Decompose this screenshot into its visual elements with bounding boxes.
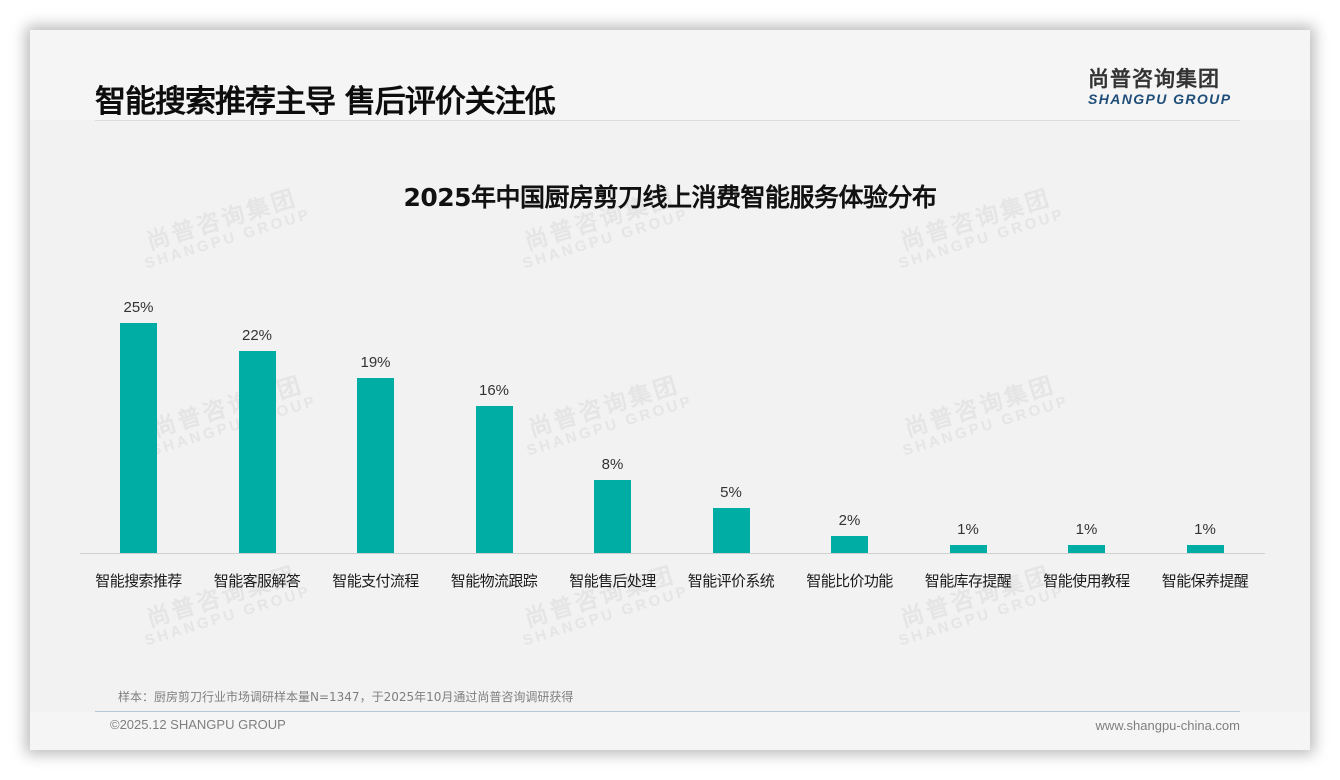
- bar-value-label: 19%: [360, 354, 391, 372]
- bar-value-label: 25%: [123, 298, 154, 316]
- bar-group: 1%: [949, 270, 987, 554]
- bar: [238, 350, 276, 554]
- logo-chinese-text: 尚普咨询集团: [1088, 67, 1220, 91]
- category-label: 智能评价系统: [687, 572, 775, 590]
- bar: [475, 406, 513, 554]
- category-label: 智能客服解答: [213, 572, 301, 590]
- bar: [712, 507, 750, 554]
- bar-group: 5%: [712, 270, 750, 554]
- bar: [357, 378, 394, 554]
- category-label: 智能库存提醒: [924, 572, 1012, 590]
- slide: 智能搜索推荐主导 售后评价关注低 尚普咨询集团 SHANGPU GROUP 尚普…: [30, 30, 1310, 750]
- company-logo: 尚普咨询集团 SHANGPU GROUP: [1088, 63, 1248, 107]
- bar-group: 8%: [594, 270, 631, 554]
- sample-note: 样本：厨房剪刀行业市场调研样本量N=1347，于2025年10月通过尚普咨询调研…: [118, 690, 574, 704]
- chart-title: 2025年中国厨房剪刀线上消费智能服务体验分布: [403, 183, 937, 212]
- bar-group: 22%: [238, 270, 276, 554]
- bar-group: 1%: [1068, 270, 1105, 554]
- bar: [949, 544, 987, 554]
- category-label: 智能使用教程: [1043, 572, 1130, 590]
- bar-chart-plot-area: 25% 22% 19% 16% 8% 5% 2% 1% 1% 1%: [80, 270, 1265, 554]
- category-label: 智能保养提醒: [1161, 572, 1249, 590]
- page-title: 智能搜索推荐主导 售后评价关注低: [95, 84, 556, 120]
- header-divider: [95, 120, 1240, 121]
- logo-english-text: SHANGPU GROUP: [1088, 91, 1232, 107]
- bar-value-label: 8%: [601, 456, 624, 473]
- bar: [120, 322, 157, 554]
- bar-value-label: 1%: [1075, 520, 1098, 538]
- bar-group: 25%: [120, 270, 157, 554]
- category-label: 智能搜索推荐: [95, 572, 182, 590]
- category-label: 智能支付流程: [332, 572, 419, 590]
- bar: [831, 535, 868, 554]
- footer-band: [30, 712, 1310, 750]
- bar-value-label: 1%: [1194, 520, 1216, 538]
- bar-group: 16%: [475, 270, 513, 554]
- website-link[interactable]: www.shangpu-china.com: [1095, 718, 1240, 733]
- x-axis-line: [80, 553, 1265, 554]
- category-label: 智能售后处理: [569, 572, 656, 590]
- bar-value-label: 2%: [838, 511, 861, 529]
- category-label: 智能比价功能: [806, 572, 893, 590]
- bar: [1068, 544, 1105, 554]
- bar: [1186, 544, 1224, 554]
- bar: [594, 480, 631, 554]
- bar-group: 19%: [357, 270, 394, 554]
- bar-group: 2%: [831, 270, 868, 554]
- copyright-text: ©2025.12 SHANGPU GROUP: [110, 717, 286, 732]
- bar-value-label: 16%: [478, 382, 510, 399]
- bar-value-label: 1%: [957, 520, 979, 538]
- bar-value-label: 5%: [720, 483, 742, 501]
- footer-divider: [95, 711, 1240, 712]
- bar-group: 1%: [1186, 270, 1224, 554]
- header-band: [30, 30, 1310, 120]
- bar-value-label: 22%: [241, 326, 273, 344]
- category-label: 智能物流跟踪: [450, 572, 538, 590]
